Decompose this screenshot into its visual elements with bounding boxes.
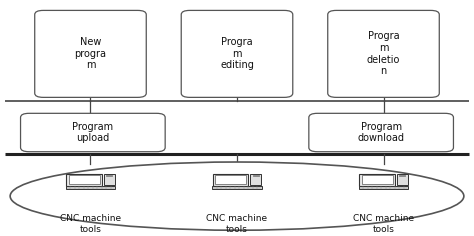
FancyBboxPatch shape xyxy=(215,175,246,184)
FancyBboxPatch shape xyxy=(212,186,262,189)
FancyBboxPatch shape xyxy=(359,186,408,189)
Text: New
progra
m: New progra m xyxy=(74,37,107,71)
FancyBboxPatch shape xyxy=(20,113,165,152)
FancyBboxPatch shape xyxy=(66,186,115,189)
Bar xyxy=(400,175,405,176)
FancyBboxPatch shape xyxy=(397,173,408,185)
FancyBboxPatch shape xyxy=(213,173,248,185)
FancyBboxPatch shape xyxy=(328,10,439,97)
FancyBboxPatch shape xyxy=(69,175,100,184)
Text: CNC machine
tools: CNC machine tools xyxy=(207,214,267,234)
FancyBboxPatch shape xyxy=(181,10,293,97)
Text: Program
download: Program download xyxy=(358,122,405,143)
FancyBboxPatch shape xyxy=(362,175,392,184)
FancyBboxPatch shape xyxy=(359,173,395,185)
FancyBboxPatch shape xyxy=(35,10,146,97)
FancyBboxPatch shape xyxy=(104,173,115,185)
Text: CNC machine
tools: CNC machine tools xyxy=(60,214,121,234)
FancyBboxPatch shape xyxy=(66,173,102,185)
Ellipse shape xyxy=(10,162,464,230)
Bar xyxy=(253,175,259,176)
Text: Progra
m
deletio
n: Progra m deletio n xyxy=(367,31,400,76)
FancyBboxPatch shape xyxy=(309,113,454,152)
Text: CNC machine
tools: CNC machine tools xyxy=(353,214,414,234)
FancyBboxPatch shape xyxy=(250,173,261,185)
Text: Progra
m
editing: Progra m editing xyxy=(220,37,254,71)
Bar xyxy=(106,175,112,176)
Text: Program
upload: Program upload xyxy=(73,122,113,143)
